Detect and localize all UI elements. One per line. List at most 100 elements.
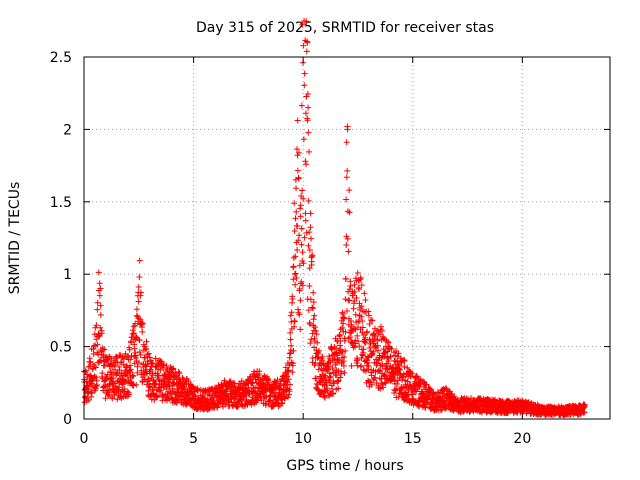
data-point — [404, 378, 411, 385]
data-point — [310, 316, 317, 323]
data-point — [159, 391, 166, 398]
data-point — [93, 322, 100, 329]
data-point — [379, 363, 386, 370]
data-point — [364, 360, 371, 367]
data-point — [315, 350, 322, 357]
data-point — [395, 350, 402, 357]
data-point — [380, 384, 387, 391]
data-point — [201, 388, 208, 395]
data-point — [333, 372, 340, 379]
data-point — [351, 297, 358, 304]
data-point — [291, 318, 298, 325]
data-point — [312, 328, 319, 335]
y-tick-label: 1.5 — [50, 195, 72, 211]
data-point — [340, 362, 347, 369]
data-point — [420, 391, 427, 398]
data-point — [378, 355, 385, 362]
data-point — [97, 302, 104, 309]
data-point — [129, 327, 136, 334]
data-point — [389, 364, 396, 371]
data-point — [368, 372, 375, 379]
data-point — [303, 48, 310, 55]
data-point — [354, 356, 361, 363]
data-point — [375, 347, 382, 354]
data-point — [339, 324, 346, 331]
data-point — [381, 379, 388, 386]
data-point — [274, 376, 281, 383]
data-point — [133, 354, 140, 361]
data-point — [368, 381, 375, 388]
data-point — [396, 362, 403, 369]
data-point — [354, 332, 361, 339]
data-point — [306, 247, 313, 254]
data-point — [146, 354, 153, 361]
data-point — [303, 161, 310, 168]
data-point — [144, 361, 151, 368]
data-point — [306, 319, 313, 326]
y-tick-label: 1 — [63, 267, 72, 283]
data-point — [352, 311, 359, 318]
data-point — [357, 276, 364, 283]
data-point — [275, 403, 282, 410]
data-point — [344, 308, 350, 315]
data-point — [97, 311, 104, 318]
data-point — [93, 381, 100, 388]
data-point — [341, 354, 348, 361]
data-point — [147, 366, 154, 373]
x-tick-label: 15 — [404, 431, 422, 447]
data-point — [366, 345, 373, 352]
data-point — [130, 323, 137, 330]
data-point — [252, 384, 259, 391]
data-point — [346, 297, 353, 304]
data-point — [321, 372, 328, 379]
data-point — [101, 362, 108, 369]
data-point — [329, 365, 336, 372]
data-point — [304, 90, 311, 97]
data-point — [358, 362, 365, 369]
data-point — [426, 392, 433, 399]
data-point — [370, 348, 377, 355]
data-point — [290, 276, 297, 283]
data-point — [170, 365, 177, 372]
data-point — [156, 388, 163, 395]
data-point — [370, 331, 377, 338]
data-point — [137, 289, 144, 296]
data-point — [91, 363, 98, 370]
data-point — [219, 400, 226, 407]
data-point — [299, 249, 306, 256]
data-point — [287, 336, 294, 343]
data-point — [273, 380, 280, 387]
data-point — [120, 361, 127, 368]
data-point — [358, 303, 365, 310]
y-tick-label: 0.5 — [50, 340, 72, 356]
data-point — [297, 205, 304, 212]
data-point — [385, 339, 392, 346]
data-point — [116, 367, 123, 374]
data-point — [302, 210, 309, 217]
data-point — [286, 388, 293, 395]
data-point — [145, 387, 152, 394]
data-point — [105, 391, 112, 398]
data-point — [96, 292, 103, 299]
data-point — [324, 387, 331, 394]
data-point — [82, 394, 89, 401]
data-point — [285, 376, 292, 383]
data-point — [126, 367, 133, 374]
data-point — [365, 362, 372, 369]
data-point — [115, 384, 122, 391]
data-point — [309, 304, 316, 311]
data-point — [300, 42, 307, 49]
data-point — [365, 312, 372, 319]
data-point — [151, 396, 158, 403]
data-point — [90, 350, 97, 357]
data-point — [290, 263, 297, 270]
data-point — [101, 378, 108, 385]
data-point — [299, 21, 306, 28]
data-point — [404, 364, 411, 371]
data-point — [288, 309, 295, 316]
data-point — [325, 366, 332, 373]
data-point — [581, 409, 588, 416]
data-point — [91, 331, 98, 338]
data-point — [325, 363, 332, 370]
data-point — [337, 374, 344, 381]
